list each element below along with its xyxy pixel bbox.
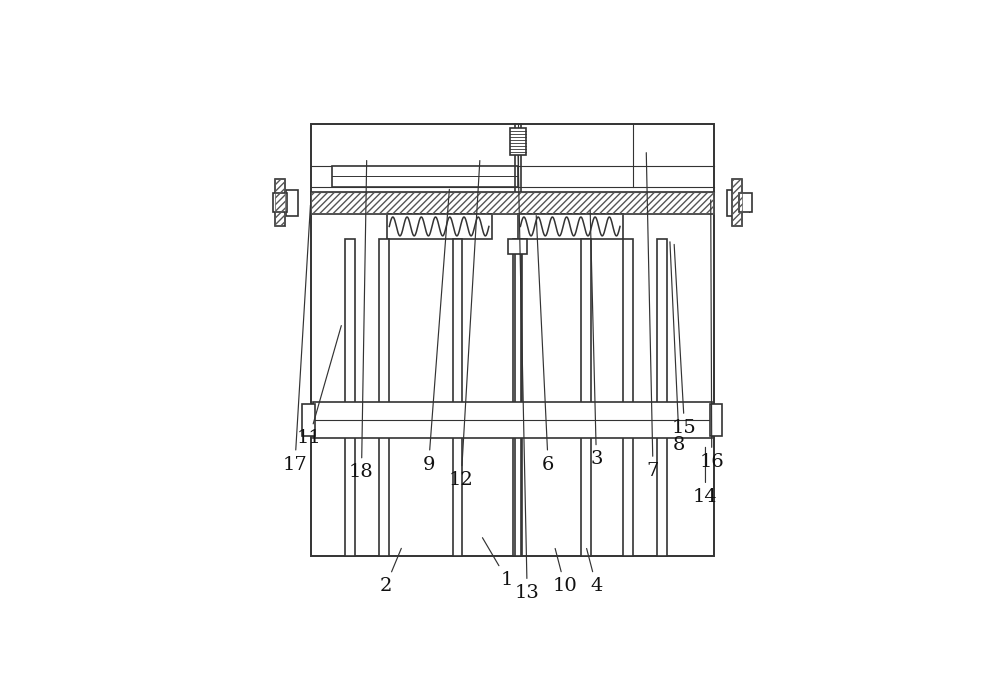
Bar [345,239,355,556]
Bar [510,128,526,155]
Bar [453,239,462,556]
Bar [379,239,389,556]
Bar [311,192,714,214]
Bar [273,193,287,212]
Bar [332,165,518,187]
Text: 2: 2 [379,548,401,595]
Bar [581,239,591,556]
Text: 4: 4 [587,548,603,595]
Bar [518,214,623,239]
Text: 3: 3 [590,210,603,469]
Text: 10: 10 [553,548,577,595]
Text: 1: 1 [482,538,513,589]
Text: 7: 7 [646,153,659,480]
Bar [732,179,742,227]
Bar [313,402,712,439]
Bar [311,192,714,214]
Bar [513,239,522,556]
Bar [275,179,285,227]
Text: 8: 8 [670,242,685,454]
Text: 18: 18 [349,161,374,481]
Bar [302,405,315,436]
Text: 17: 17 [283,205,310,473]
Text: 15: 15 [672,244,697,437]
Bar [286,190,298,216]
Text: 14: 14 [693,447,718,506]
Bar [387,214,492,239]
Bar [623,239,633,556]
Text: 12: 12 [449,161,480,489]
Text: 6: 6 [536,216,554,473]
Bar [710,405,722,436]
Bar [657,239,667,556]
Bar [275,179,285,227]
Bar [727,190,739,216]
Bar [311,124,714,556]
Bar [732,179,742,227]
Text: 16: 16 [699,200,724,471]
Text: 13: 13 [515,143,540,602]
Bar [739,193,752,212]
Text: 11: 11 [297,326,341,447]
Bar [508,239,527,254]
Text: 9: 9 [422,189,449,473]
